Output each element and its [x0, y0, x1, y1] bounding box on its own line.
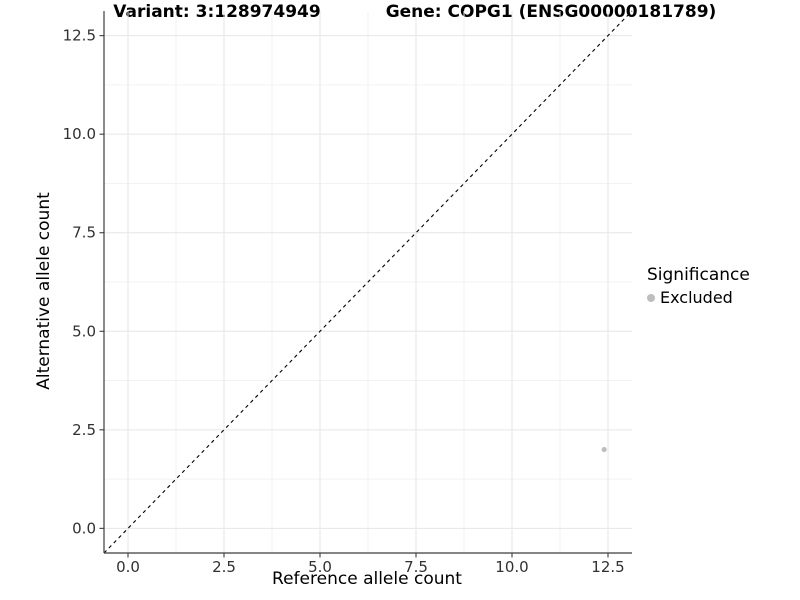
x-tick-label: 7.5: [404, 558, 428, 576]
x-axis-title: Reference allele count: [272, 569, 462, 589]
y-tick-label: 10.0: [63, 125, 96, 143]
legend: Significance Excluded: [647, 265, 750, 307]
y-tick-label: 5.0: [72, 322, 96, 340]
variant-title: Variant: 3:128974949: [113, 2, 321, 22]
y-axis-title: Alternative allele count: [34, 192, 54, 390]
identity-dashed-line: [103, 10, 633, 554]
data-point: [601, 446, 607, 453]
legend-title: Significance: [647, 265, 750, 285]
x-tick-label: 2.5: [212, 558, 236, 576]
gene-title: Gene: COPG1 (ENSG00000181789): [385, 2, 717, 22]
y-tick-label: 2.5: [72, 421, 96, 439]
legend-item-label: Excluded: [660, 288, 733, 307]
x-tick-label: 0.0: [116, 558, 140, 576]
x-tick-label: 10.0: [495, 558, 528, 576]
x-tick-label: 12.5: [591, 558, 624, 576]
legend-key-dot-icon: [647, 293, 655, 302]
y-tick-label: 0.0: [72, 519, 96, 537]
y-tick-label: 7.5: [72, 224, 96, 242]
x-tick-label: 5.0: [308, 558, 332, 576]
y-tick-label: 12.5: [63, 27, 96, 45]
legend-item-excluded: Excluded: [647, 288, 750, 307]
